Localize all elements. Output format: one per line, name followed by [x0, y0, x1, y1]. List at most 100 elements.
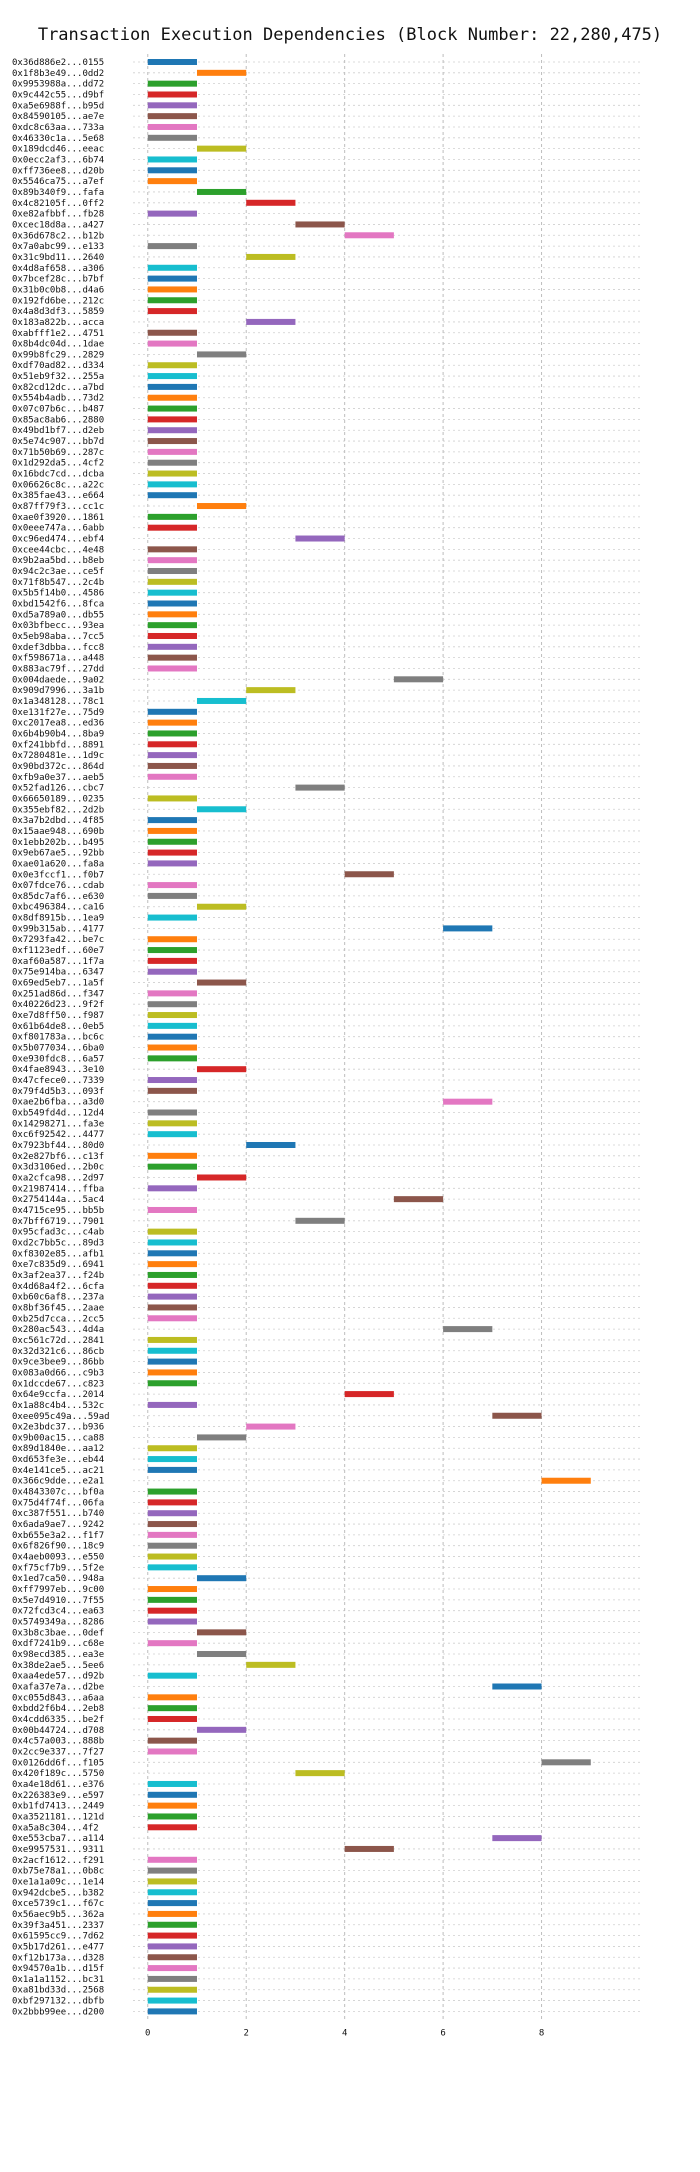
y-tick-label: 0x1ebb202b...b495: [12, 838, 104, 848]
y-tick-label: 0x36d886e2...0155: [12, 58, 104, 68]
y-tick-label: 0x1a348128...78c1: [12, 697, 104, 707]
bar: [147, 113, 197, 120]
bar: [196, 1066, 247, 1073]
y-tick-label: 0xe1a1a09c...1e14: [12, 1877, 104, 1887]
y-tick-label: 0x4d68a4f2...6cfa: [12, 1282, 104, 1292]
y-tick-label: 0x15aae948...690b: [12, 827, 104, 837]
bar: [147, 275, 197, 282]
bar: [147, 1261, 197, 1268]
bar: [147, 1401, 197, 1408]
bar: [147, 1239, 197, 1246]
bar: [147, 1586, 197, 1593]
y-tick-label: 0x4a8d3df3...5859: [12, 307, 104, 317]
bar: [196, 806, 247, 813]
bar: [147, 1131, 197, 1138]
y-tick-label: 0x5eb98aba...7cc5: [12, 632, 104, 642]
bar: [147, 80, 197, 87]
bar: [147, 1975, 197, 1982]
y-tick-label: 0x07fdce76...cdab: [12, 881, 104, 891]
y-tick-label: 0x2acf1612...f291: [12, 1856, 104, 1866]
y-tick-label: 0x554b4adb...73d2: [12, 394, 104, 404]
bar: [147, 795, 197, 802]
y-tick-label: 0x03bfbecc...93ea: [12, 621, 104, 631]
y-tick-label: 0xaf60a587...1f7a: [12, 957, 104, 967]
y-tick-label: 0x9953988a...dd72: [12, 80, 104, 90]
y-tick-label: 0x9b00ac15...ca88: [12, 1433, 104, 1443]
y-tick-label: 0xbc496384...ca16: [12, 903, 104, 913]
bar: [147, 156, 197, 163]
y-tick-label: 0x47cfece0...7339: [12, 1076, 104, 1086]
bar: [147, 1109, 197, 1116]
y-tick-label: 0x2cc9e337...7f27: [12, 1747, 104, 1757]
x-tick-label: 6: [440, 2028, 445, 2038]
bar: [147, 1087, 197, 1094]
bar: [147, 1077, 197, 1084]
y-tick-label: 0x5b077034...6ba0: [12, 1044, 104, 1054]
bar: [147, 1510, 197, 1517]
bar: [147, 210, 197, 217]
y-tick-label: 0xbf297132...dbfb: [12, 1997, 104, 2007]
y-tick-label: 0x883ac79f...27dd: [12, 664, 104, 674]
bar: [147, 448, 197, 455]
y-tick-label: 0x84590105...ae7e: [12, 112, 104, 122]
bar: [344, 1845, 394, 1852]
y-tick-label: 0x61595cc9...7d62: [12, 1932, 104, 1942]
y-tick-label: 0x39f3a451...2337: [12, 1921, 104, 1931]
y-tick-label: 0x49bd1bf7...d2eb: [12, 426, 104, 436]
y-tick-label: 0xf1123edf...60e7: [12, 946, 104, 956]
y-tick-label: 0xb75e78a1...0b8c: [12, 1867, 104, 1877]
bar: [147, 1445, 197, 1452]
y-tick-label: 0xdf7241b9...c68e: [12, 1639, 104, 1649]
y-tick-label: 0x4fae8943...3e10: [12, 1065, 104, 1075]
bar: [147, 1152, 197, 1159]
y-tick-label: 0x87ff79f3...cc1c: [12, 502, 104, 512]
bar: [147, 1737, 197, 1744]
y-tick-label: 0xae01a620...fa8a: [12, 859, 104, 869]
y-tick-label: 0x66650189...0235: [12, 794, 104, 804]
y-tick-label: 0xbdd2f6b4...2eb8: [12, 1704, 104, 1714]
bar: [147, 1001, 197, 1008]
y-tick-label: 0x85ac8ab6...2880: [12, 415, 104, 425]
bar: [492, 1835, 542, 1842]
y-tick-label: 0xf598671a...a448: [12, 654, 104, 664]
y-tick-label: 0xf75cf7b9...5f2e: [12, 1563, 104, 1573]
bar: [147, 882, 197, 889]
y-tick-label: 0x16bdc7cd...dcba: [12, 470, 104, 480]
y-tick-label: 0xb25d7cca...2cc5: [12, 1314, 104, 1324]
y-tick-label: 0x4d8af658...a306: [12, 264, 104, 274]
y-tick-label: 0x0e3fccf1...f0b7: [12, 870, 104, 880]
y-tick-label: 0xf8302e85...afb1: [12, 1249, 104, 1259]
bar: [147, 1336, 197, 1343]
y-tick-label: 0x8df8915b...1ea9: [12, 914, 104, 924]
bar: [147, 1163, 197, 1170]
bar: [147, 1564, 197, 1571]
y-tick-label: 0x355ebf82...2d2b: [12, 805, 104, 815]
bar: [147, 1282, 197, 1289]
bar: [147, 1542, 197, 1549]
bar: [147, 838, 197, 845]
y-tick-label: 0x69ed5eb7...1a5f: [12, 979, 104, 989]
y-tick-label: 0x083a0d66...c9b3: [12, 1368, 104, 1378]
bar: [147, 340, 197, 347]
y-tick-label: 0x189dcd46...eeac: [12, 145, 104, 155]
bar: [147, 362, 197, 369]
bar: [443, 1098, 493, 1105]
y-tick-label: 0x4cdd6335...be2f: [12, 1715, 104, 1725]
bar: [196, 1174, 247, 1181]
bar: [147, 827, 197, 834]
bar: [147, 1531, 197, 1538]
y-tick-label: 0x90bd372c...864d: [12, 762, 104, 772]
y-tick-label: 0x1f8b3e49...0dd2: [12, 69, 104, 79]
y-tick-label: 0xcee44cbc...4e48: [12, 545, 104, 555]
y-tick-label: 0x06626c8c...a22c: [12, 480, 104, 490]
y-tick-label: 0x8bf36f45...2aae: [12, 1303, 104, 1313]
bar: [147, 568, 197, 575]
bar: [147, 936, 197, 943]
y-tick-label: 0x280ac543...4d4a: [12, 1325, 104, 1335]
y-tick-label: 0x1a1a1152...bc31: [12, 1975, 104, 1985]
bar: [147, 1033, 197, 1040]
y-tick-label: 0x7923bf44...80d0: [12, 1141, 104, 1151]
x-tick-label: 0: [145, 2028, 150, 2038]
y-tick-label: 0x226383e9...e597: [12, 1791, 104, 1801]
bar: [147, 297, 197, 304]
